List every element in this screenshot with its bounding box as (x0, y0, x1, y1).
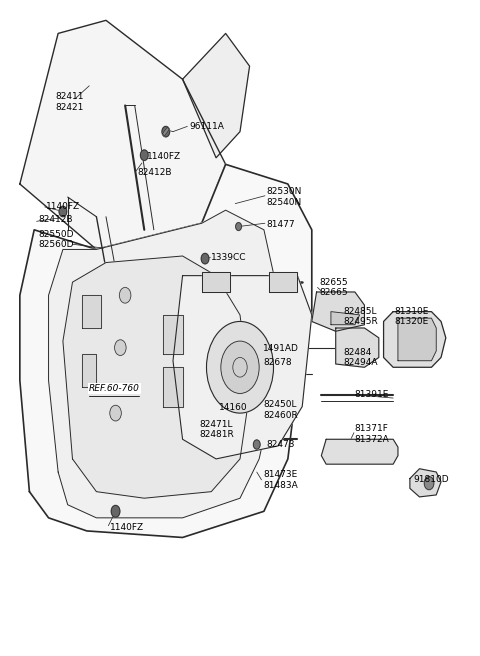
Text: 82473: 82473 (266, 440, 295, 449)
Text: 81477: 81477 (266, 220, 295, 229)
Text: 81473E
81483A: 81473E 81483A (263, 470, 298, 489)
Text: 82412B: 82412B (38, 215, 72, 224)
Text: REF.60-760: REF.60-760 (89, 384, 140, 393)
Polygon shape (173, 276, 312, 459)
Polygon shape (331, 312, 360, 325)
Text: 1140FZ: 1140FZ (110, 523, 144, 532)
Text: 81310E
81320E: 81310E 81320E (394, 306, 429, 326)
Text: 14160: 14160 (218, 403, 247, 413)
Text: 1339CC: 1339CC (211, 253, 247, 262)
Circle shape (253, 440, 260, 449)
Text: 1140FZ: 1140FZ (147, 152, 181, 161)
Polygon shape (163, 367, 182, 407)
Circle shape (236, 222, 241, 230)
Circle shape (110, 405, 121, 421)
Polygon shape (410, 469, 441, 497)
Polygon shape (20, 165, 312, 537)
Polygon shape (202, 272, 230, 292)
Text: 82450L
82460R: 82450L 82460R (263, 400, 298, 420)
Text: 91810D: 91810D (413, 476, 449, 484)
Text: 82550D
82560D: 82550D 82560D (38, 230, 73, 249)
Polygon shape (322, 440, 398, 464)
Text: 81391E: 81391E (355, 390, 389, 400)
Circle shape (59, 206, 67, 216)
Text: 82484
82494A: 82484 82494A (343, 348, 377, 367)
Polygon shape (312, 292, 364, 331)
Circle shape (221, 341, 259, 394)
Polygon shape (20, 20, 226, 249)
Text: 1491AD: 1491AD (263, 344, 299, 354)
Text: 82655
82665: 82655 82665 (319, 277, 348, 297)
Polygon shape (269, 272, 298, 292)
Text: 82412B: 82412B (137, 168, 171, 176)
Circle shape (201, 253, 209, 264)
Polygon shape (163, 315, 182, 354)
Text: 82530N
82540N: 82530N 82540N (266, 188, 302, 207)
Circle shape (115, 340, 126, 356)
Text: 82471L
82481R: 82471L 82481R (199, 420, 234, 439)
Polygon shape (182, 33, 250, 158)
Circle shape (111, 505, 120, 517)
Polygon shape (82, 354, 96, 387)
Polygon shape (336, 328, 379, 367)
Text: 81371F
81372A: 81371F 81372A (355, 424, 390, 443)
Circle shape (424, 477, 434, 489)
Text: 82678: 82678 (263, 358, 291, 367)
Polygon shape (162, 127, 169, 136)
Circle shape (120, 287, 131, 303)
Text: 96111A: 96111A (190, 122, 225, 131)
Circle shape (162, 127, 169, 137)
Text: 82485L
82495R: 82485L 82495R (343, 306, 378, 326)
Text: 82411
82421: 82411 82421 (56, 92, 84, 112)
Polygon shape (48, 210, 278, 518)
Text: 1140FZ: 1140FZ (46, 203, 80, 211)
Polygon shape (384, 312, 446, 367)
Circle shape (141, 150, 148, 161)
Polygon shape (398, 318, 436, 361)
Polygon shape (63, 256, 250, 498)
Polygon shape (82, 295, 101, 328)
Circle shape (206, 321, 274, 413)
